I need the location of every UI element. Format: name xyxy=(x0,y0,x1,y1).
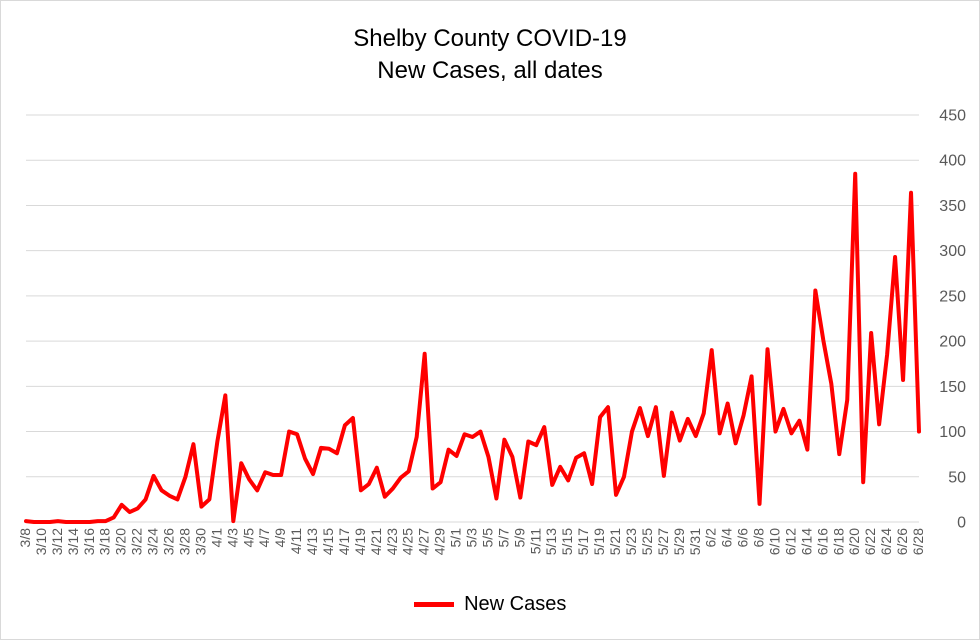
x-tick-label: 5/27 xyxy=(655,528,671,555)
x-tick-label: 6/2 xyxy=(703,528,719,548)
y-tick-label: 0 xyxy=(957,515,966,532)
x-tick-label: 6/10 xyxy=(766,528,782,555)
y-tick-label: 200 xyxy=(939,334,966,351)
x-tick-label: 6/4 xyxy=(719,528,735,548)
x-tick-label: 3/26 xyxy=(161,528,177,555)
series-layer xyxy=(24,171,921,524)
x-tick-label: 5/7 xyxy=(495,528,511,548)
x-tick-label: 4/9 xyxy=(272,528,288,548)
x-tick-label: 4/5 xyxy=(240,528,256,548)
legend-label-new-cases: New Cases xyxy=(464,593,567,615)
chart-title: Shelby County COVID-19 New Cases, all da… xyxy=(1,23,979,87)
x-tick-label: 3/24 xyxy=(145,528,161,555)
y-tick-label: 50 xyxy=(948,469,966,486)
x-tick-label: 3/30 xyxy=(192,528,208,555)
x-tick-label: 6/12 xyxy=(782,528,798,555)
x-tick-label: 4/7 xyxy=(256,528,272,548)
x-tick-label: 4/11 xyxy=(288,528,304,554)
x-tick-label: 3/8 xyxy=(17,528,33,548)
x-tick-label: 4/13 xyxy=(304,528,320,555)
x-tick-label: 4/15 xyxy=(320,528,336,555)
y-tick-label: 100 xyxy=(939,424,966,441)
x-tick-label: 4/29 xyxy=(432,528,448,555)
chart-title-line-1: Shelby County COVID-19 xyxy=(353,25,627,52)
x-tick-label: 3/18 xyxy=(97,528,113,555)
x-tick-label: 4/1 xyxy=(208,528,224,548)
x-tick-label: 3/12 xyxy=(49,528,65,555)
x-tick-label: 6/20 xyxy=(846,528,862,555)
x-tick-label: 5/1 xyxy=(448,528,464,548)
x-tick-label: 6/24 xyxy=(878,528,894,555)
x-tick-label: 6/22 xyxy=(862,528,878,555)
x-tick-label: 6/14 xyxy=(798,528,814,555)
x-tick-label: 4/19 xyxy=(352,528,368,555)
x-tick-label: 4/25 xyxy=(400,528,416,555)
x-tick-label: 3/28 xyxy=(176,528,192,555)
y-tick-label: 450 xyxy=(939,108,966,125)
x-tick-label: 3/10 xyxy=(33,528,49,555)
x-tick-label: 5/5 xyxy=(479,528,495,548)
x-tick-label: 6/28 xyxy=(910,528,926,555)
x-tick-label: 5/9 xyxy=(511,528,527,548)
x-tick-label: 6/26 xyxy=(894,528,910,555)
y-tick-label: 350 xyxy=(939,198,966,215)
x-tick-label: 3/20 xyxy=(113,528,129,555)
x-tick-label: 5/23 xyxy=(623,528,639,555)
x-tick-label: 4/17 xyxy=(336,528,352,555)
x-tick-label: 5/25 xyxy=(639,528,655,555)
series-line-new-cases xyxy=(24,171,921,524)
x-tick-label: 6/16 xyxy=(814,528,830,555)
legend: New Cases xyxy=(1,593,979,616)
x-tick-label: 5/19 xyxy=(591,528,607,555)
x-tick-label: 4/27 xyxy=(416,528,432,555)
x-tick-label: 5/17 xyxy=(575,528,591,555)
x-axis-ticks: 3/8 3/10 3/12 3/14 3/16 3/18 3/20 3/22 3/24 3/26 3… xyxy=(17,528,926,555)
x-tick-label: 4/21 xyxy=(368,528,384,555)
y-axis-ticks: 0 50 100 150 200 250 300 350 400 450 xyxy=(939,108,966,532)
x-tick-label: 5/31 xyxy=(687,528,703,555)
x-tick-label: 3/22 xyxy=(129,528,145,555)
x-tick-label: 6/6 xyxy=(735,528,751,548)
x-tick-label: 4/23 xyxy=(384,528,400,555)
x-tick-label: 5/13 xyxy=(543,528,559,555)
x-tick-label: 5/3 xyxy=(464,528,480,548)
chart-subtitle: New Cases, all dates xyxy=(377,57,603,84)
x-tick-label: 5/21 xyxy=(607,528,623,555)
y-tick-label: 300 xyxy=(939,243,966,260)
gridlines xyxy=(26,114,919,523)
x-tick-label: 5/15 xyxy=(559,528,575,555)
y-tick-label: 250 xyxy=(939,288,966,305)
x-tick-label: 6/8 xyxy=(751,528,767,548)
legend-swatch-new-cases xyxy=(413,602,454,607)
x-tick-label: 6/18 xyxy=(830,528,846,555)
x-tick-label: 3/14 xyxy=(65,528,81,555)
y-tick-label: 400 xyxy=(939,153,966,170)
x-tick-label: 4/3 xyxy=(224,528,240,548)
x-tick-label: 5/29 xyxy=(671,528,687,555)
x-tick-label: 3/16 xyxy=(81,528,97,555)
x-tick-label: 5/11 xyxy=(527,528,543,554)
y-tick-label: 150 xyxy=(939,379,966,396)
